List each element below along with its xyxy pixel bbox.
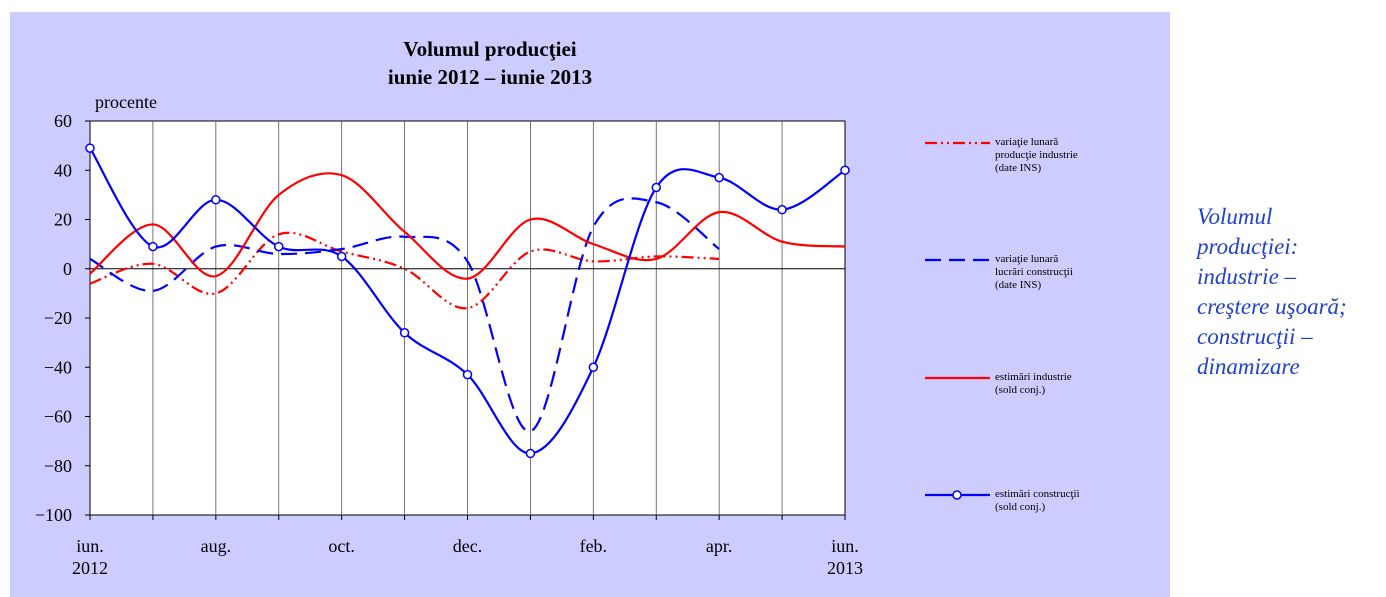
y-tick-label: −40 [44, 357, 72, 377]
legend-label: variaţie lunară producţie industrie (dat… [995, 136, 1078, 174]
chart-title: Volumul producţiei [403, 37, 576, 61]
series-line [89, 172, 846, 280]
point [274, 241, 284, 252]
y-tick-label: −80 [44, 456, 72, 476]
y-tick-label: −100 [35, 505, 72, 525]
legend-marker [952, 490, 962, 500]
point [211, 195, 221, 205]
series-line [89, 231, 720, 310]
point [840, 165, 850, 175]
series-line [89, 197, 720, 433]
y-tick-label: −60 [44, 407, 72, 427]
point [588, 362, 599, 372]
x-tick-label: iun. 2012 [72, 536, 108, 578]
sidebar-line: producţiei: [1197, 234, 1299, 259]
y-tick-label: −20 [44, 308, 72, 328]
sidebar: Volumul producţiei: industrie – creştere uş… [1197, 202, 1347, 382]
x-tick-label: iun. 2013 [827, 536, 863, 578]
x-tick-label: apr. [705, 536, 733, 556]
y-tick-label: 40 [54, 160, 72, 180]
chart-subtitle: iunie 2012 – iunie 2013 [388, 65, 592, 89]
sidebar-line: construcţii – [1197, 324, 1313, 349]
sidebar-line: dinamizare [1197, 354, 1300, 379]
x-tick-label: aug. [200, 536, 232, 556]
point [525, 448, 536, 459]
point [714, 172, 724, 183]
sidebar-line: Volumul [1197, 204, 1273, 229]
y-axis-label: procente [95, 92, 157, 112]
x-tick-label: feb. [579, 536, 608, 556]
y-tick-label: 20 [54, 210, 72, 230]
point [336, 251, 347, 262]
legend-label: estimări industrie (sold conj.) [995, 371, 1072, 396]
point [148, 241, 158, 252]
y-tick-label: 0 [63, 259, 72, 279]
point [777, 204, 787, 215]
legend-label: variaţie lunară lucrări construcţii (dat… [995, 253, 1073, 291]
x-tick-label: oct. [328, 536, 355, 556]
sidebar-line: creştere uşoară; [1197, 294, 1347, 319]
point [462, 369, 473, 380]
sidebar-line: industrie – [1197, 264, 1297, 289]
point [651, 182, 661, 193]
point [399, 328, 410, 338]
point [85, 143, 95, 153]
y-tick-label: 60 [54, 111, 72, 131]
legend-label: estimări construcţii (sold conj.) [995, 488, 1080, 513]
x-tick-label: dec. [452, 536, 483, 556]
